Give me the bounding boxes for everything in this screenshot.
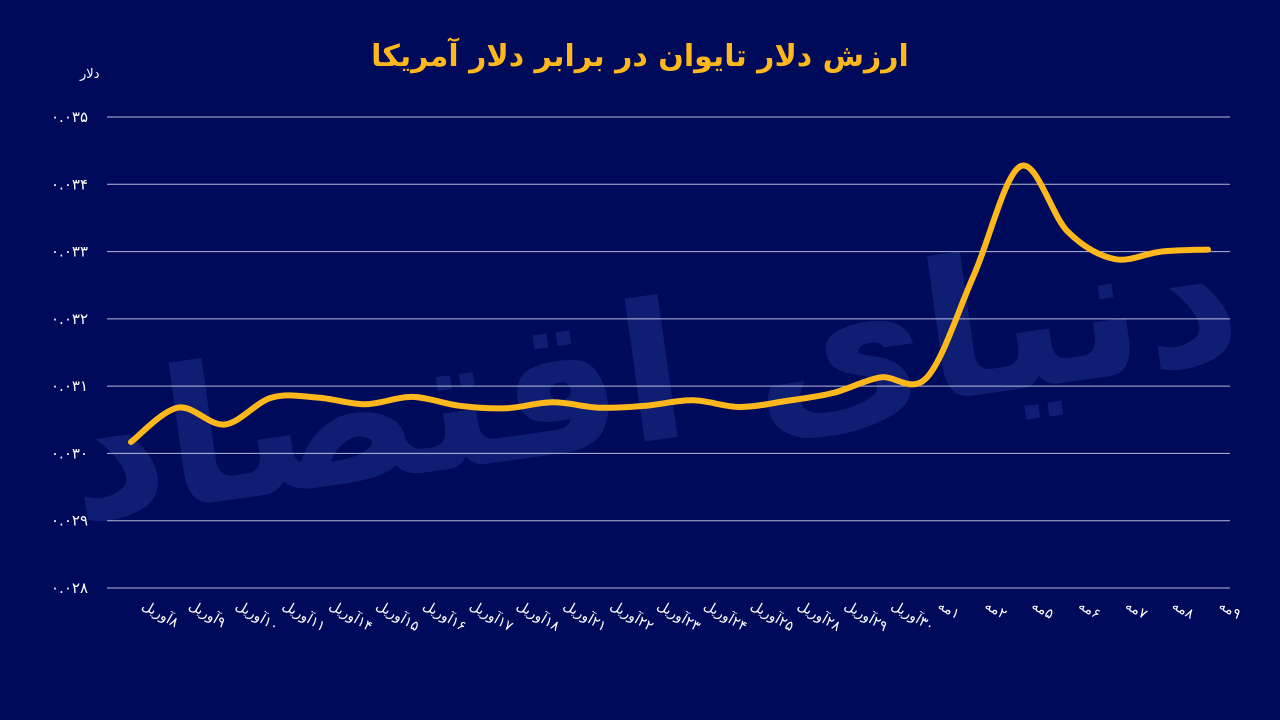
x-tick-label: ۱۴آوریل: [326, 597, 375, 635]
y-axis-unit-label: دلار: [79, 67, 100, 82]
x-tick-label: ۱۵آوریل: [373, 597, 422, 635]
y-tick-label: ۰.۰۳۲: [51, 310, 88, 328]
x-tick-label: ۹مه: [1216, 598, 1244, 623]
y-tick-label: ۰.۰۳۱: [51, 377, 88, 395]
x-axis-ticks: ۸آوریل ۹آوریل ۱۰آوریل۱۱آوریل۱۴آوریل۱۵آوریل…: [139, 597, 1244, 635]
x-tick-label: ۲۲آوریل: [607, 597, 656, 635]
x-tick-label: ۲۳آوریل: [654, 597, 704, 635]
y-tick-label: ۰.۰۳۵: [51, 108, 88, 126]
watermark-text: دنیای اقتصاد: [52, 183, 1252, 566]
x-tick-label: ۱۰آوریل: [233, 597, 282, 635]
x-tick-label: ۲۱آوریل: [560, 597, 609, 635]
x-tick-label: ۱مه: [935, 598, 963, 623]
x-tick-label: ۲۹آوریل: [841, 597, 890, 635]
watermark: دنیای اقتصاد: [52, 183, 1252, 566]
series-line: [128, 162, 1211, 445]
y-axis-ticks: ۰.۰۲۸ ۰.۰۲۹ ۰.۰۳۰ ۰.۰۳۱ ۰.۰۳۲ ۰.۰۳۳ ۰.۰۳۴ ۰.۰۳۵: [51, 108, 88, 597]
chart-title: ارزش دلار تایوان در برابر دلار آمریکا: [371, 37, 909, 74]
x-tick-label: ۲۴آوریل: [701, 597, 750, 635]
x-tick-label: ۲۸آوریل: [795, 597, 845, 635]
x-tick-label: ۲۵آوریل: [748, 597, 797, 635]
x-tick-label: ۱۶آوریل: [420, 597, 469, 635]
y-tick-label: ۰.۰۲۸: [51, 579, 88, 597]
y-tick-label: ۰.۰۲۹: [51, 512, 88, 530]
x-tick-label: ۳۰آوریل: [888, 597, 937, 635]
y-tick-label: ۰.۰۳۳: [51, 243, 88, 261]
y-tick-label: ۰.۰۳۴: [51, 175, 88, 193]
x-tick-label: ۸مه: [1169, 598, 1197, 623]
x-tick-label: ۱۸آوریل: [514, 597, 564, 635]
x-tick-label: ۱۷آوریل: [467, 597, 517, 635]
x-tick-label: ۱۱آوریل: [279, 597, 328, 635]
x-tick-label: ۶مه: [1076, 598, 1104, 623]
x-tick-label: ۹آوریل: [186, 597, 229, 631]
y-tick-label: ۰.۰۳۰: [51, 444, 88, 462]
x-tick-label: ۷مه: [1122, 598, 1150, 623]
x-tick-label: ۵مه: [1029, 598, 1057, 623]
gridlines: [107, 116, 1230, 589]
x-tick-label: ۸آوریل: [139, 597, 182, 632]
x-tick-label: ۲مه: [982, 598, 1010, 623]
